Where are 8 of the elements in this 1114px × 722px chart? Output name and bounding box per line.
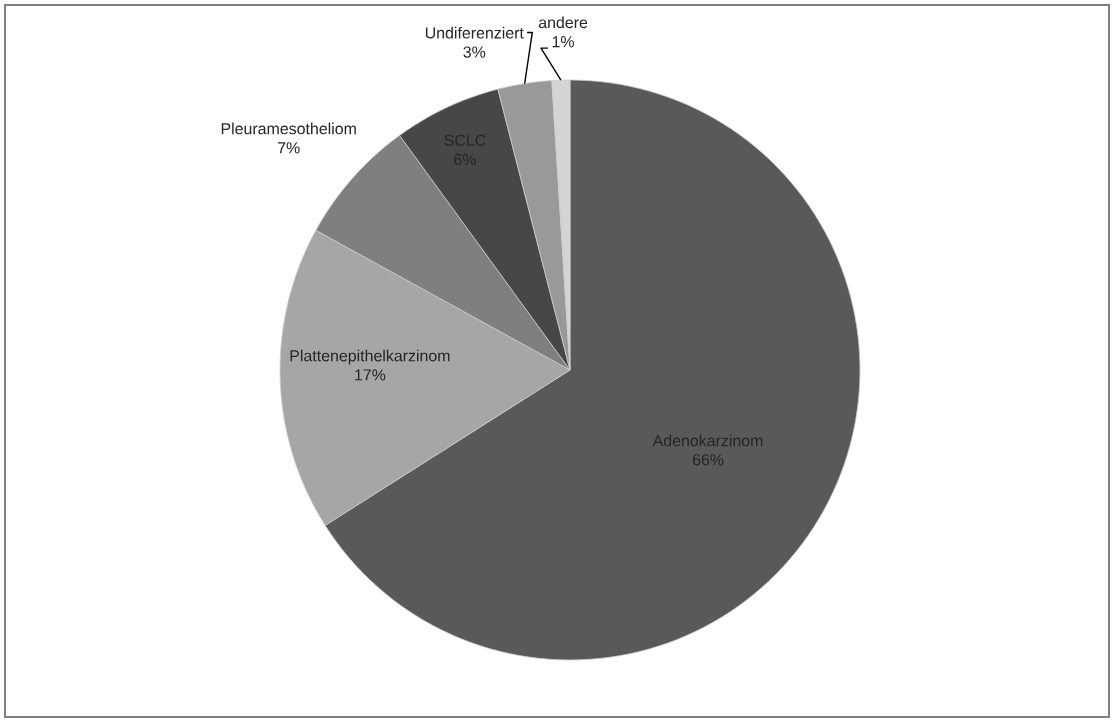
slice-label: Undiferenziert (425, 26, 524, 39)
data-label: 17% (355, 369, 386, 381)
slice-label: Pleuramesotheliom (221, 122, 356, 135)
data-label: 7% (278, 142, 300, 154)
slice-label: andere (538, 16, 588, 29)
slice-label: Plattenepithelkarzinom (290, 349, 450, 365)
data-label: 3% (463, 46, 486, 58)
data-label: 1% (552, 36, 574, 48)
